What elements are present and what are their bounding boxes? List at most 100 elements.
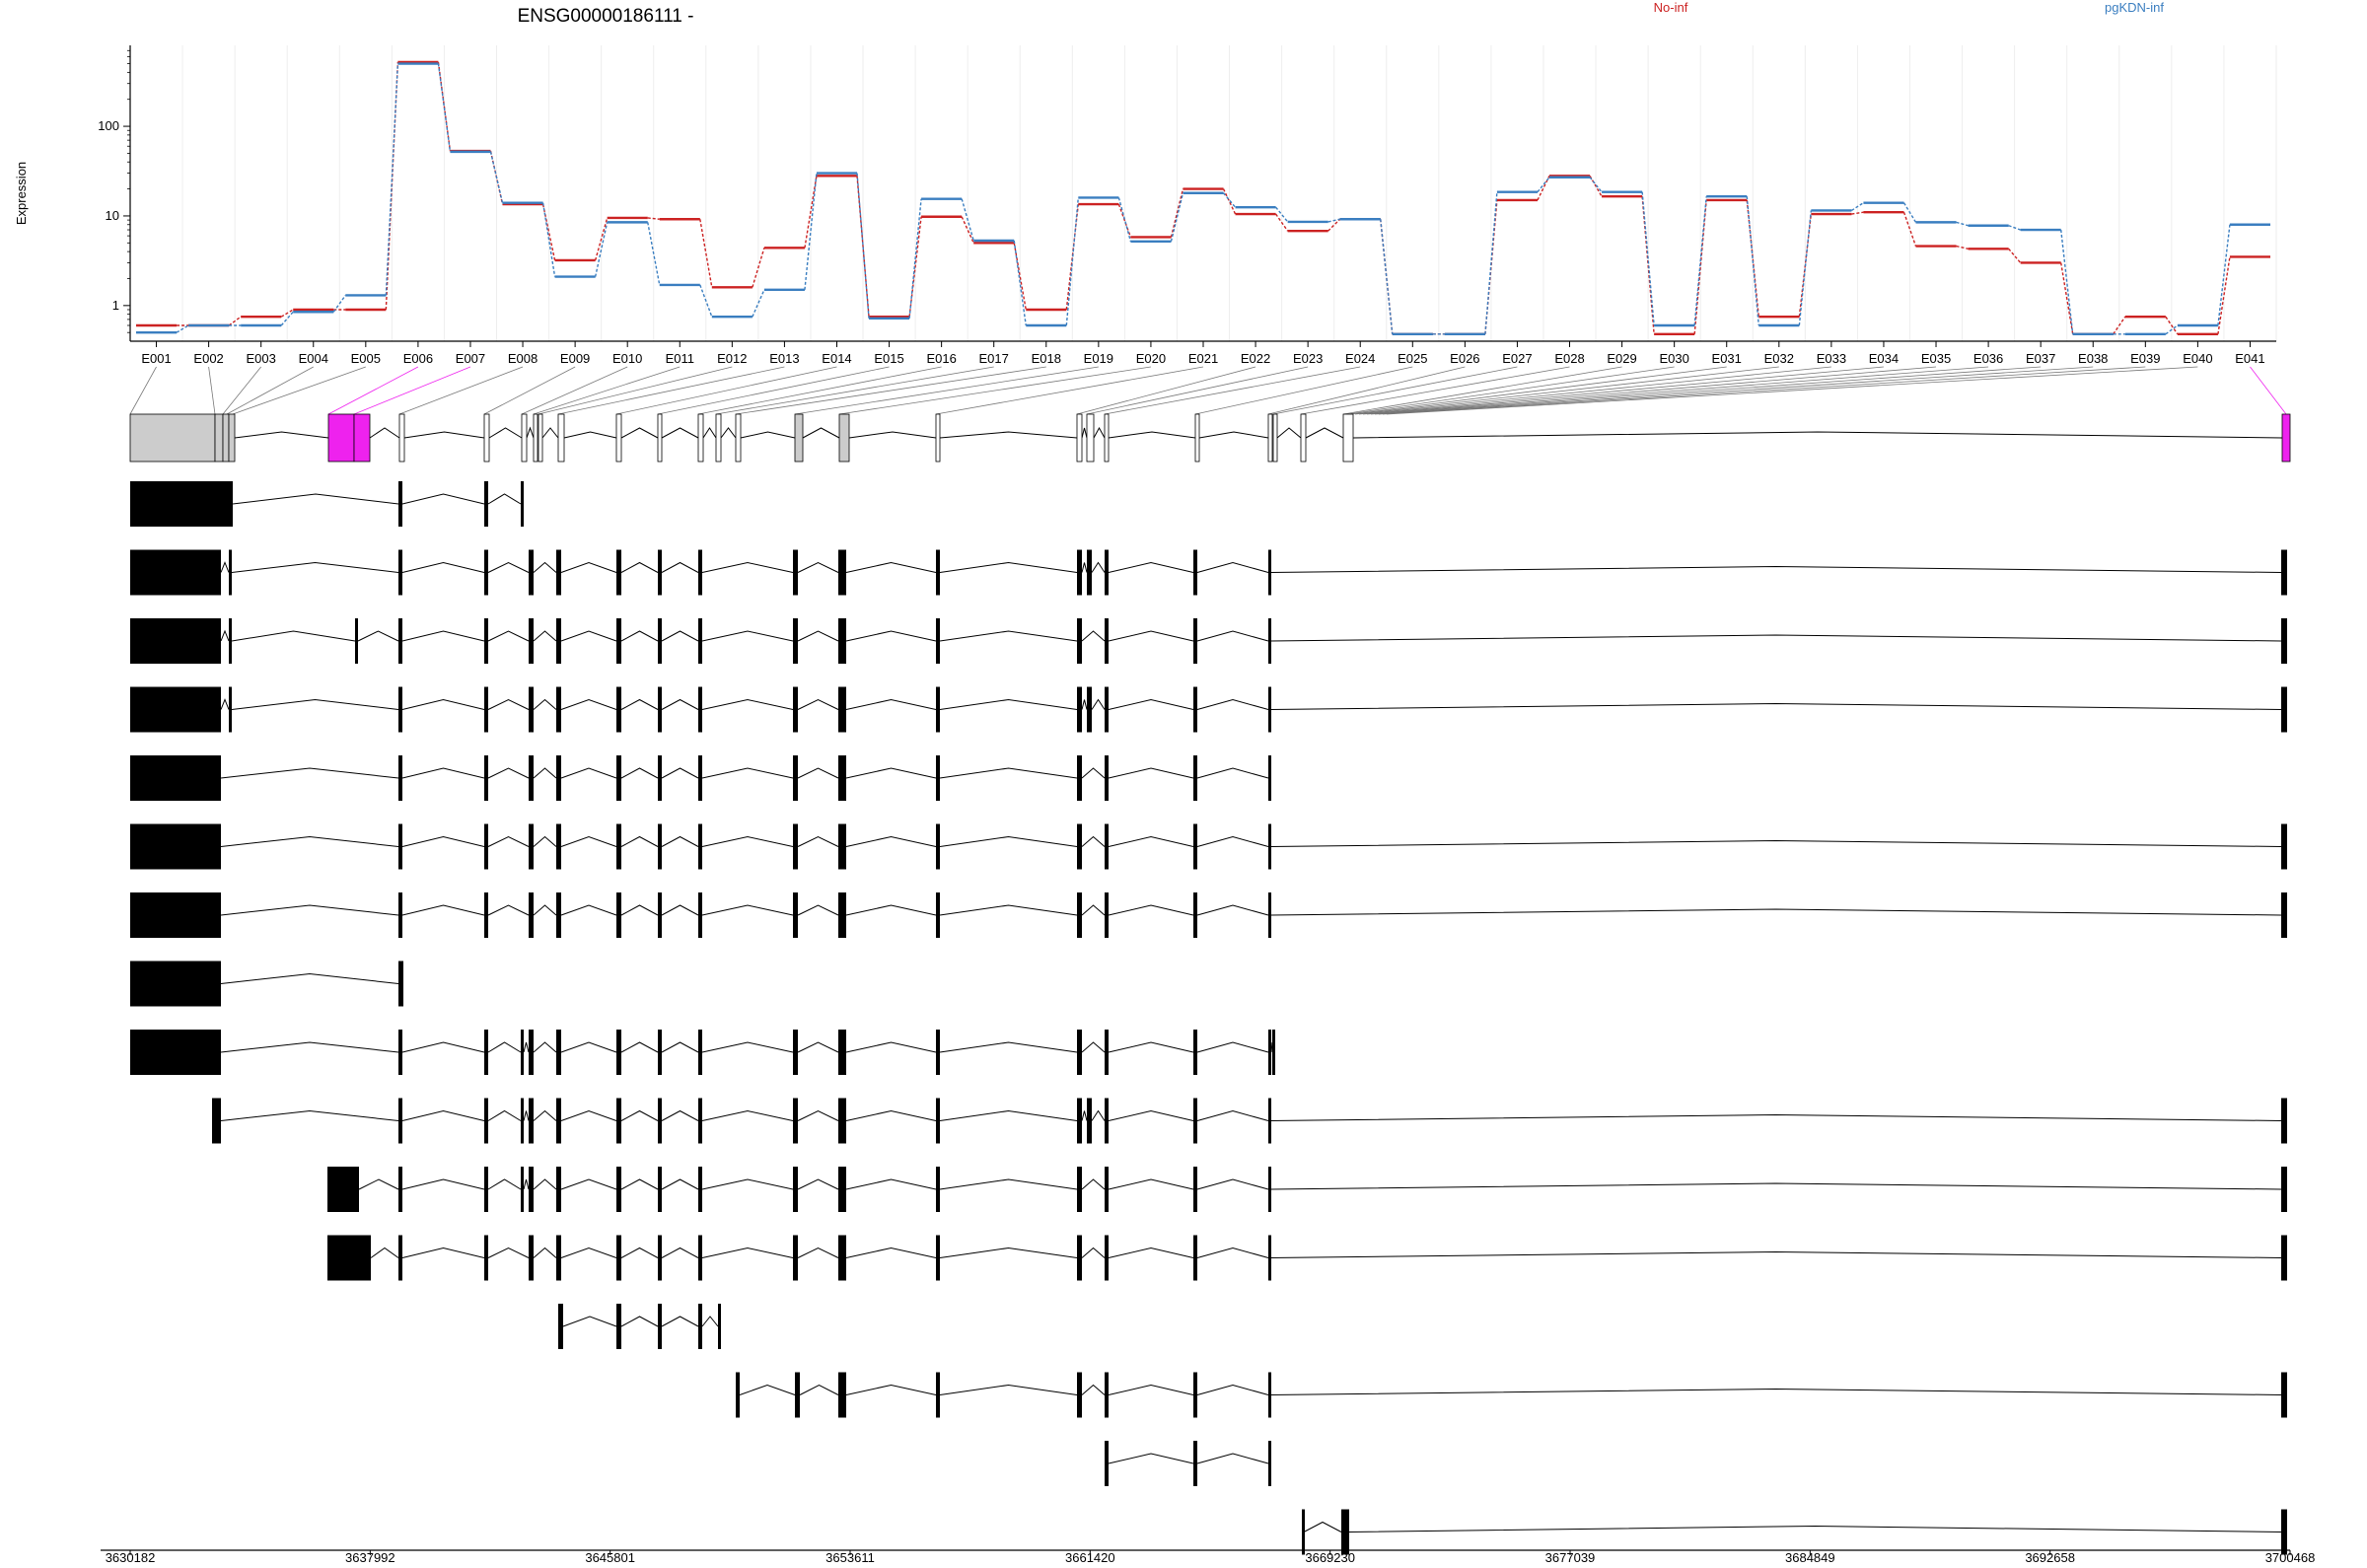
transcript-exon — [793, 686, 798, 733]
series-connector — [437, 61, 452, 152]
exon-connector — [735, 366, 1046, 415]
intron-line — [939, 561, 1078, 573]
intron-line — [701, 767, 794, 779]
transcript-exon — [1193, 1098, 1197, 1144]
series-connector — [1589, 177, 1603, 193]
genome-tick-label: 3645801 — [585, 1550, 635, 1565]
transcript-exon — [2281, 1098, 2287, 1144]
intron-line — [620, 561, 659, 573]
transcript-exon — [556, 618, 561, 664]
intron-line — [661, 1109, 699, 1121]
transcript-exon — [616, 1098, 621, 1144]
genome-tick-label: 3653611 — [825, 1550, 875, 1565]
exon-connector — [838, 366, 1151, 415]
y-axis-label: Expression — [14, 162, 29, 225]
transcript-exon — [556, 1167, 561, 1212]
intron-line — [661, 1316, 699, 1327]
intron-line — [1269, 1388, 2282, 1395]
model-exon — [697, 413, 704, 463]
intron-line — [401, 767, 485, 779]
transcript-exon — [616, 549, 621, 596]
transcript-exon — [1268, 686, 1271, 733]
chart-title: ENSG00000186111 - — [518, 6, 694, 27]
intron-line — [403, 431, 485, 439]
intron-line — [845, 1041, 937, 1053]
series-connector — [437, 63, 452, 152]
transcript-exon — [793, 755, 798, 801]
series-connector — [594, 222, 609, 277]
intron-line — [533, 835, 557, 847]
series-connector — [1013, 243, 1027, 311]
series-connector — [2008, 225, 2021, 231]
transcript-exon — [1268, 549, 1271, 596]
intron-line — [220, 835, 399, 847]
intron-line — [487, 1109, 522, 1121]
transcript-exon — [658, 1030, 662, 1075]
model-exon — [715, 413, 722, 463]
transcript-exon — [229, 618, 232, 664]
series-connector — [647, 217, 660, 220]
exon-connector — [232, 366, 366, 415]
intron-line — [845, 561, 937, 573]
exon-connector — [1272, 366, 1518, 415]
transcript-exon — [698, 1304, 702, 1349]
intron-line — [1196, 1384, 1269, 1395]
transcript-exon — [1268, 823, 1271, 870]
transcript-exon — [484, 1098, 488, 1144]
exon-connector — [2250, 366, 2287, 415]
transcript-exon — [658, 1167, 662, 1212]
transcript-exon — [616, 1167, 621, 1212]
intron-line — [797, 1041, 839, 1053]
transcript-exon — [484, 549, 488, 596]
intron-line — [701, 1316, 719, 1327]
series-connector — [1275, 206, 1289, 223]
intron-line — [939, 904, 1078, 916]
intron-line — [1081, 427, 1088, 439]
model-exon — [398, 413, 405, 463]
series-connector — [1065, 204, 1080, 311]
intron-line — [620, 767, 659, 779]
transcript-exon — [1087, 549, 1092, 596]
series-connector — [1693, 199, 1707, 334]
intron-line — [369, 427, 400, 439]
intron-line — [1091, 561, 1106, 573]
intron-line — [701, 1178, 794, 1190]
transcript-exon — [1193, 892, 1197, 938]
genome-tick-label: 3692658 — [2025, 1550, 2075, 1565]
intron-line — [1081, 1178, 1106, 1190]
x-tick-label: E005 — [351, 351, 381, 366]
transcript-exon — [229, 549, 232, 596]
transcript-exon — [736, 1372, 740, 1418]
intron-line — [401, 835, 485, 847]
transcript-exon — [698, 549, 702, 596]
transcripts — [130, 481, 2287, 1555]
exon-labels: E001 E002 E003 E004 E005 E006 E007 E008 E009 E010… — [141, 341, 2265, 366]
intron-line — [1108, 835, 1194, 847]
model-exon — [222, 413, 230, 463]
legend-no-inf: No-inf — [1654, 0, 1688, 15]
transcript-exon — [521, 1030, 524, 1075]
model-exon — [615, 413, 622, 463]
transcript-exon — [1077, 549, 1082, 596]
y-tick-label: 10 — [106, 208, 119, 223]
intron-line — [220, 904, 399, 916]
x-tick-label: E040 — [2183, 351, 2212, 366]
intron-line — [848, 431, 937, 439]
transcript-exon — [556, 1235, 561, 1281]
series-connector — [908, 198, 922, 319]
transcript-exon — [1077, 1372, 1082, 1418]
exon-connector — [398, 366, 524, 415]
model-exon — [1272, 413, 1278, 463]
x-tick-label: E004 — [299, 351, 328, 366]
series-connector — [2217, 224, 2231, 326]
transcript-exon — [698, 686, 702, 733]
transcript-exon — [1105, 892, 1109, 938]
series-connector — [1013, 240, 1027, 326]
intron-line — [1108, 1453, 1194, 1464]
transcript-exon — [484, 1167, 488, 1212]
transcript-exon — [556, 823, 561, 870]
intron-line — [620, 835, 659, 847]
intron-line — [701, 1109, 794, 1121]
series-connector — [699, 284, 713, 318]
transcript-exon — [698, 823, 702, 870]
